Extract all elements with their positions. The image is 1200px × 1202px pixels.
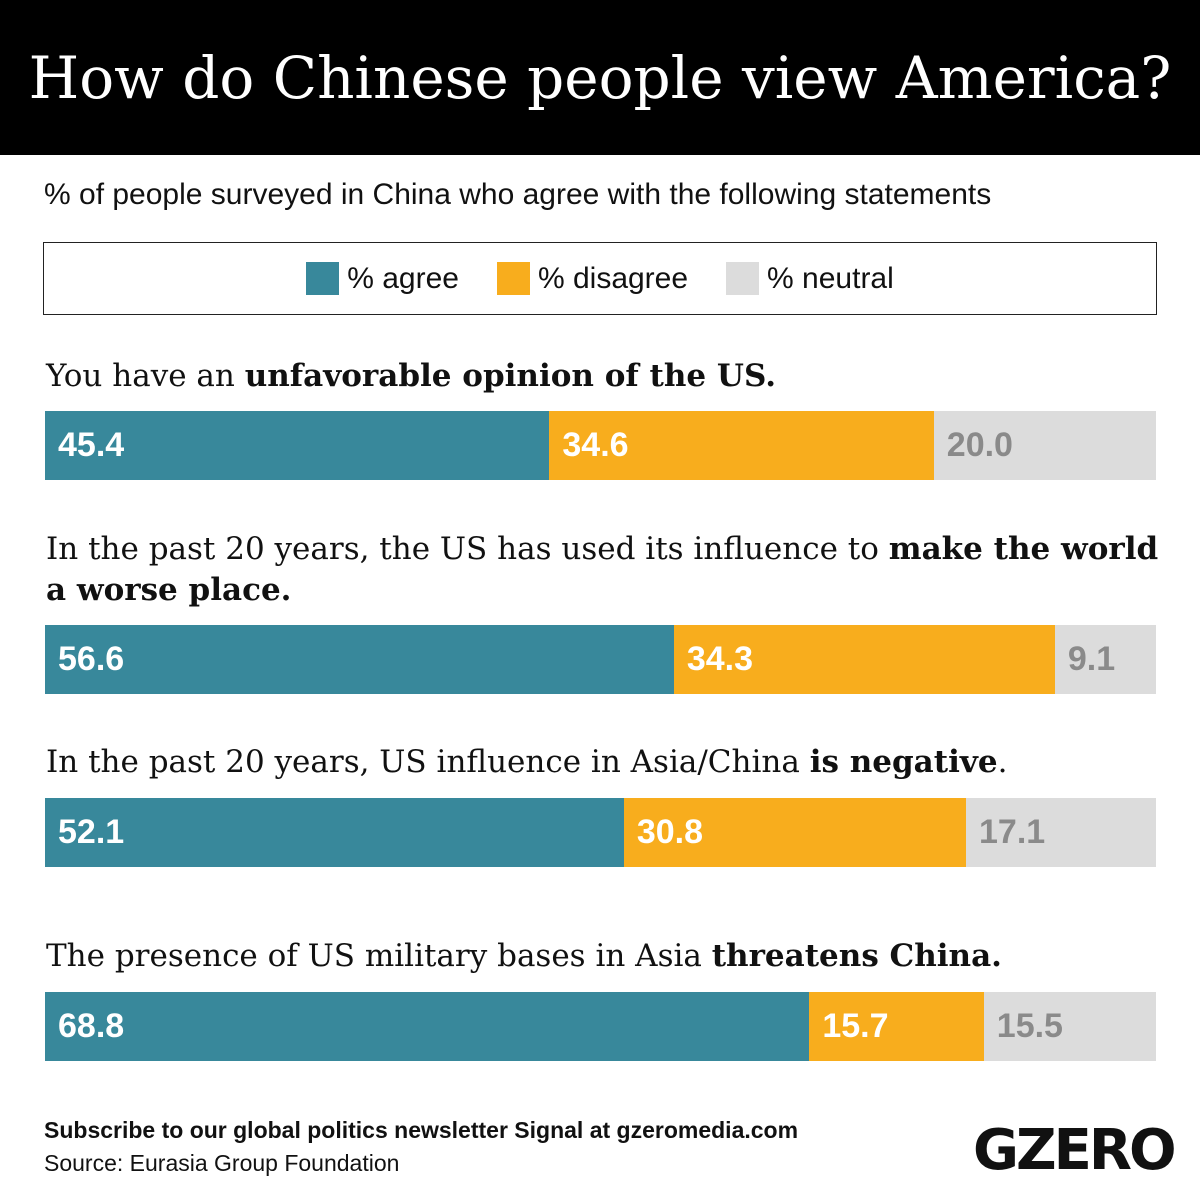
data-label-agree: 45.4 bbox=[58, 426, 125, 464]
legend-label-agree: % agree bbox=[347, 261, 459, 295]
data-label-disagree: 30.8 bbox=[636, 813, 704, 851]
bar-segment-agree: 52.1 bbox=[45, 798, 624, 867]
data-label-disagree: 34.6 bbox=[562, 426, 629, 464]
statement-text: . bbox=[997, 744, 1008, 780]
legend-label-neutral: % neutral bbox=[767, 261, 894, 295]
statement-text: The presence of US military bases in Asi… bbox=[46, 938, 712, 974]
statement-label: You have an unfavorable opinion of the U… bbox=[46, 356, 1166, 397]
statement-emphasis: make the world a worse place. bbox=[46, 531, 1159, 608]
chart-title: How do Chinese people view America? bbox=[28, 43, 1172, 112]
bar-segment-disagree: 34.6 bbox=[549, 411, 934, 480]
bar-segment-neutral: 15.5 bbox=[983, 992, 1156, 1061]
bar-segment-agree: 56.6 bbox=[45, 625, 674, 694]
statement-label: In the past 20 years, US influence in As… bbox=[46, 742, 1166, 783]
legend-item-neutral: % neutral bbox=[726, 262, 894, 296]
statement-text: In the past 20 years, US influence in As… bbox=[46, 744, 810, 780]
bar-segment-neutral: 9.1 bbox=[1054, 625, 1156, 694]
statement-text: You have an bbox=[46, 358, 245, 394]
data-label-agree: 68.8 bbox=[58, 1007, 125, 1045]
data-label-disagree: 15.7 bbox=[822, 1007, 889, 1045]
bar-segment-neutral: 20.0 bbox=[933, 411, 1156, 480]
data-label-neutral: 9.1 bbox=[1067, 640, 1116, 678]
data-label-agree: 52.1 bbox=[58, 813, 125, 851]
chart-subtitle: % of people surveyed in China who agree … bbox=[44, 178, 992, 211]
bar-segment-agree: 45.4 bbox=[45, 411, 550, 480]
bar-segment-disagree: 30.8 bbox=[623, 798, 967, 867]
legend-label-disagree: % disagree bbox=[537, 261, 689, 295]
data-label-neutral: 15.5 bbox=[996, 1007, 1063, 1045]
statement-label: In the past 20 years, the US has used it… bbox=[46, 529, 1166, 611]
bar-row: 68.8 15.7 15.5 bbox=[45, 992, 1156, 1061]
legend-item-agree: % agree bbox=[306, 262, 459, 296]
data-label-agree: 56.6 bbox=[58, 640, 125, 678]
data-label-disagree: 34.3 bbox=[686, 640, 753, 678]
legend-swatch-neutral bbox=[726, 262, 760, 295]
bar-segment-disagree: 34.3 bbox=[673, 625, 1055, 694]
bar-segment-agree: 68.8 bbox=[45, 992, 810, 1061]
statement-text: In the past 20 years, the US has used it… bbox=[46, 531, 889, 567]
bar-row: 56.6 34.3 9.1 bbox=[45, 625, 1156, 694]
statement-emphasis: is negative bbox=[809, 744, 998, 780]
legend-swatch-disagree bbox=[496, 262, 530, 295]
subscribe-note: Subscribe to our global politics newslet… bbox=[44, 1117, 799, 1143]
source-note: Source: Eurasia Group Foundation bbox=[44, 1150, 400, 1176]
title-bar: How do Chinese people view America? bbox=[0, 0, 1200, 155]
bar-segment-disagree: 15.7 bbox=[809, 992, 984, 1061]
statement-emphasis: threatens China. bbox=[711, 938, 1002, 974]
data-label-neutral: 17.1 bbox=[979, 813, 1046, 851]
data-label-neutral: 20.0 bbox=[946, 426, 1013, 464]
legend: % agree % disagree % neutral bbox=[43, 242, 1157, 315]
legend-item-disagree: % disagree bbox=[496, 261, 689, 296]
gzero-logo: GZERO bbox=[973, 1118, 1177, 1183]
bar-row: 45.4 34.6 20.0 bbox=[45, 411, 1156, 480]
bar-segment-neutral: 17.1 bbox=[966, 798, 1156, 867]
bar-row: 52.1 30.8 17.1 bbox=[45, 798, 1156, 867]
statement-label: The presence of US military bases in Asi… bbox=[46, 936, 1166, 977]
statement-emphasis: unfavorable opinion of the US. bbox=[244, 358, 777, 394]
legend-swatch-agree bbox=[306, 262, 340, 295]
